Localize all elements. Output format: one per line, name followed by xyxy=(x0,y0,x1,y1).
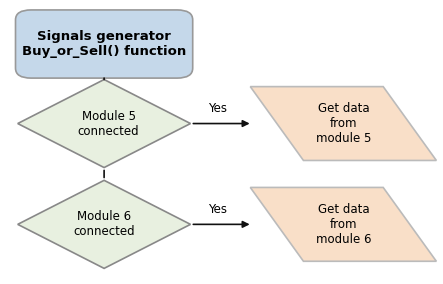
Polygon shape xyxy=(250,187,436,261)
Polygon shape xyxy=(18,80,190,168)
Polygon shape xyxy=(250,87,436,160)
Text: Module 5
connected: Module 5 connected xyxy=(78,110,140,137)
Polygon shape xyxy=(18,180,190,268)
Text: Get data
from
module 5: Get data from module 5 xyxy=(315,102,371,145)
FancyBboxPatch shape xyxy=(16,10,193,78)
Text: Get data
from
module 6: Get data from module 6 xyxy=(315,203,371,246)
Text: Signals generator
Buy_or_Sell() function: Signals generator Buy_or_Sell() function xyxy=(22,30,186,58)
Text: Yes: Yes xyxy=(208,203,226,216)
Text: Yes: Yes xyxy=(208,102,226,115)
Text: Module 6
connected: Module 6 connected xyxy=(73,210,135,238)
